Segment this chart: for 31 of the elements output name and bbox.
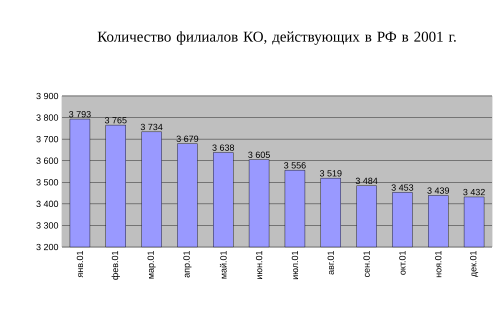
y-tick-label: 3 900 bbox=[36, 92, 58, 100]
y-tick-label: 3 800 bbox=[36, 114, 58, 121]
data-label: 3 734 bbox=[140, 124, 163, 130]
y-tick-label: 3 200 bbox=[36, 244, 58, 250]
data-label: 3 605 bbox=[248, 152, 270, 158]
y-tick-label: 3 500 bbox=[36, 179, 58, 186]
data-label: 3 432 bbox=[463, 188, 485, 196]
data-label: 3 519 bbox=[320, 170, 342, 176]
x-tick-label: сен.01 bbox=[363, 250, 370, 278]
x-tick-label: авг.01 bbox=[328, 250, 334, 275]
chart-title: Количество филиалов КО, действующих в РФ в 2001 г. bbox=[98, 31, 456, 45]
x-tick-label: окт.01 bbox=[399, 250, 406, 275]
x-tick-label: май.01 bbox=[220, 250, 227, 279]
x-tick-label: дек.01 bbox=[470, 250, 478, 278]
data-label: 3 765 bbox=[104, 117, 127, 124]
x-tick-label: июл.01 bbox=[292, 250, 298, 280]
y-tick-label: 3 700 bbox=[36, 136, 58, 142]
y-tick-label: 3 600 bbox=[36, 158, 58, 164]
x-tick-label: мар.01 bbox=[148, 250, 156, 278]
data-label: 3 439 bbox=[427, 187, 450, 194]
x-tick-label: янв.01 bbox=[76, 250, 84, 278]
data-label: 3 638 bbox=[212, 144, 234, 151]
x-tick-label: ноя.01 bbox=[435, 250, 442, 278]
y-tick-label: 3 300 bbox=[36, 222, 58, 229]
data-label: 3 453 bbox=[392, 184, 414, 191]
x-tick-label: апр.01 bbox=[183, 250, 192, 278]
data-label: 3 556 bbox=[284, 162, 306, 169]
data-label: 3 793 bbox=[69, 111, 91, 118]
x-tick-label: июн.01 bbox=[256, 250, 262, 280]
y-tick-label: 3 400 bbox=[36, 200, 58, 208]
x-tick-label: фев.01 bbox=[112, 250, 120, 280]
